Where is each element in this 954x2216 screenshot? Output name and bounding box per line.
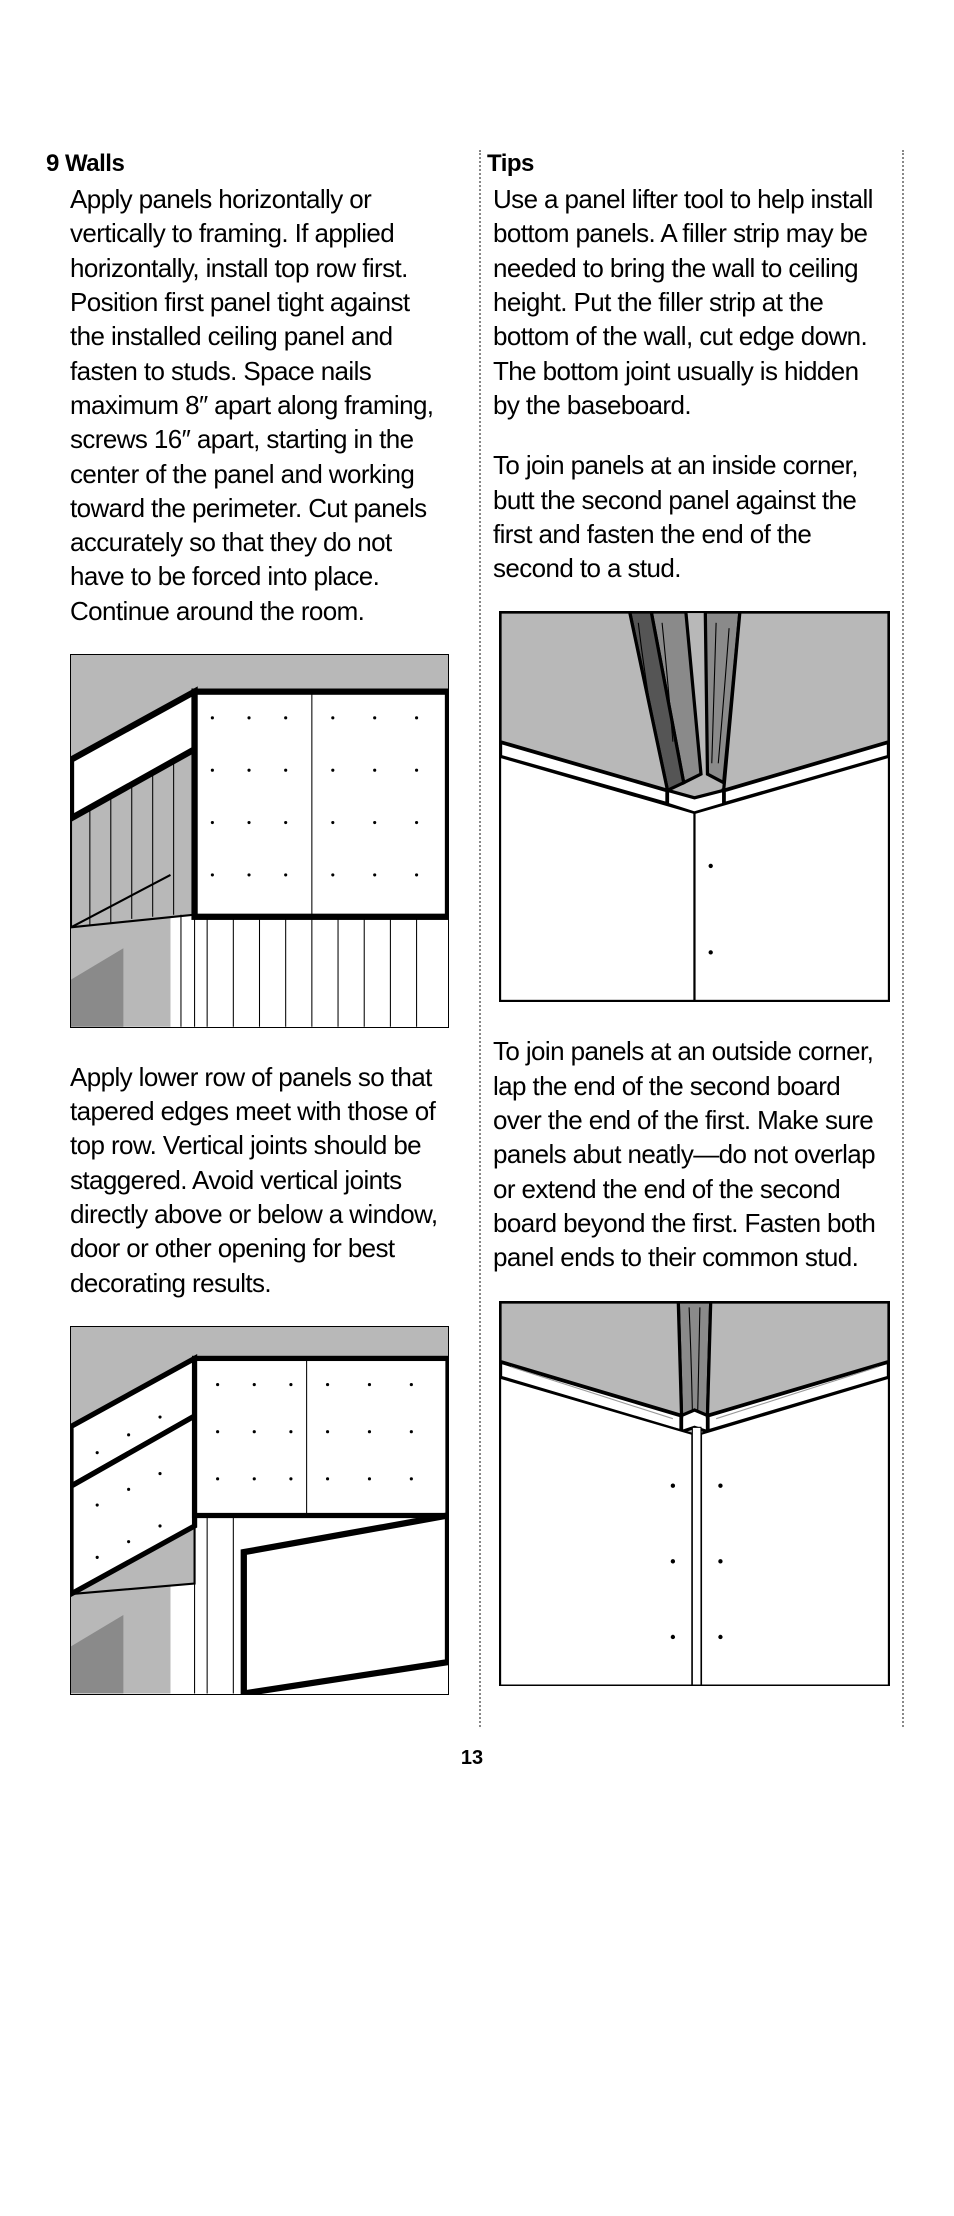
illustration-inside-corner — [499, 611, 890, 1002]
column-right: Tips Use a panel lifter tool to help ins… — [481, 150, 904, 1727]
heading-walls: 9 Walls — [46, 150, 449, 178]
column-left: 9 Walls Apply panels horizontally or ver… — [40, 150, 481, 1727]
page-number: 13 — [40, 1747, 904, 1770]
para-walls-2: Apply lower row of panels so that tapere… — [52, 1060, 449, 1300]
para-tips-3: To join panels at an outside corner, lap… — [493, 1034, 890, 1274]
para-tips-2: To join panels at an inside corner, butt… — [493, 448, 890, 585]
illustration-outside-corner — [499, 1301, 890, 1687]
para-tips-1: Use a panel lifter tool to help install … — [493, 182, 890, 422]
illustration-bottom-row — [70, 1326, 449, 1695]
figure-inside-corner — [493, 611, 890, 1002]
heading-tips: Tips — [487, 150, 890, 178]
figure-top-row — [52, 654, 449, 1028]
figure-outside-corner — [493, 1301, 890, 1687]
illustration-top-row — [70, 654, 449, 1028]
para-walls-1: Apply panels horizontally or vertically … — [52, 182, 449, 628]
figure-bottom-row — [52, 1326, 449, 1695]
page-columns: 9 Walls Apply panels horizontally or ver… — [40, 150, 904, 1727]
